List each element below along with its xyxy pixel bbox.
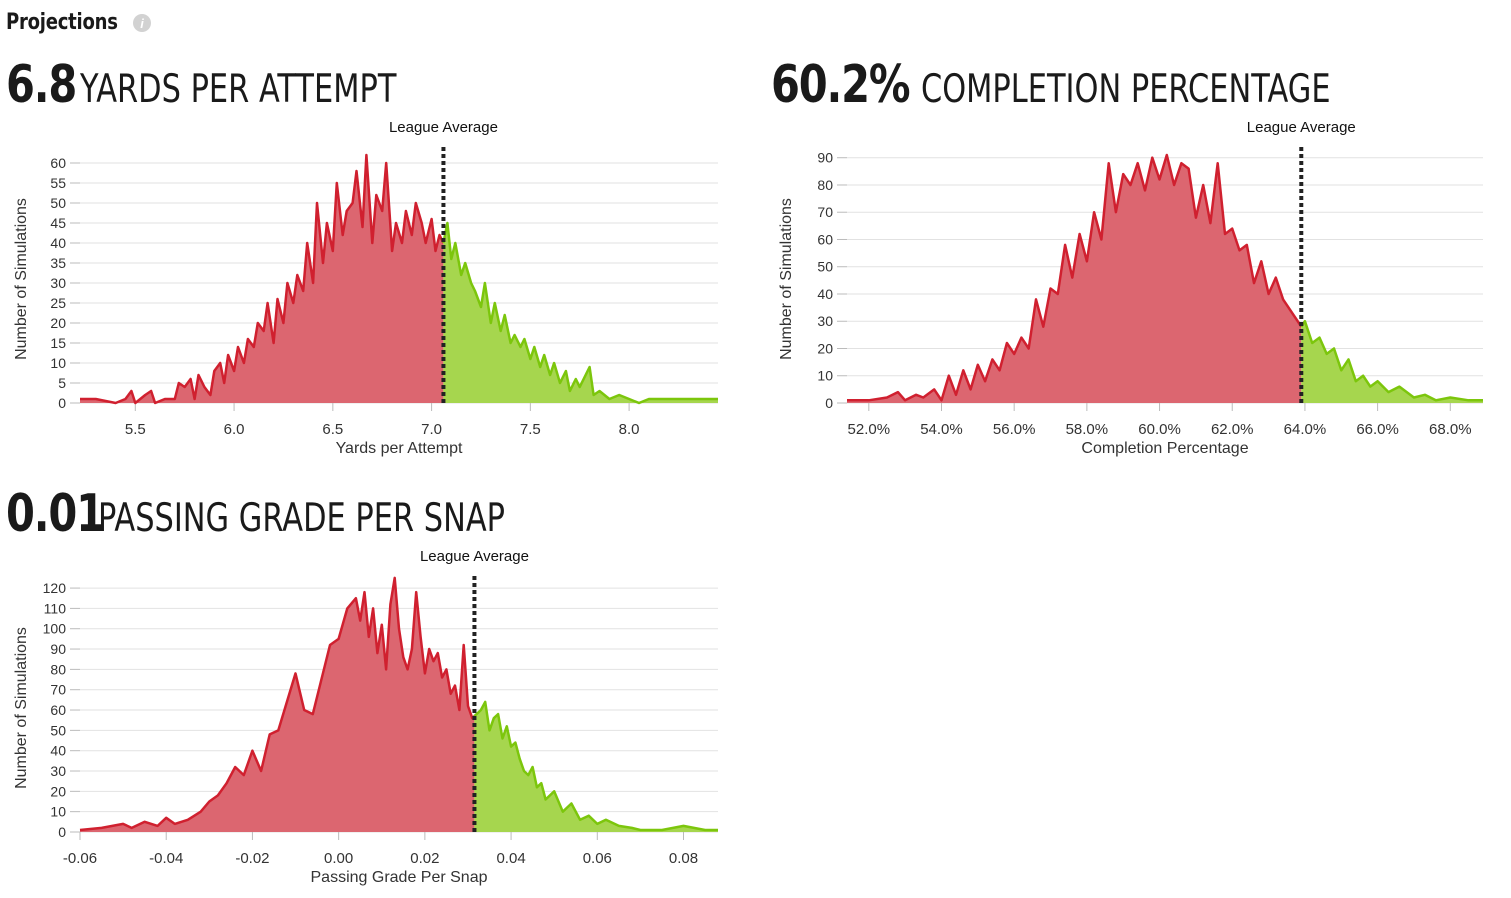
completion-percentage-chart: 0 10 20 30 40 50 60 70 80 90 52.0% 54.0% 56.0% 58.0% 6… [778,119,1483,457]
above-average-area [443,223,718,403]
y-tick-label: 45 [50,215,66,231]
league-average-label: League Average [1247,119,1356,136]
x-tick-label: 52.0% [848,421,891,438]
y-tick-label: 100 [43,621,67,637]
x-tick-label: 58.0% [1066,421,1109,438]
passing-grade-chart: 0 10 20 30 40 50 60 70 80 90 100 110 120 -0.06 -0.04 -0… [13,548,718,886]
y-tick-label: 110 [44,600,67,616]
league-average-label: League Average [420,548,529,565]
x-tick-label: -0.02 [235,850,269,867]
yards-per-attempt-panel: 6.8 YARDS PER ATTEMPT 0 5 10 15 20 25 30 35 40 45… [0,55,740,465]
x-tick-label: 0.00 [324,850,353,867]
section-title: Projections [6,10,118,35]
x-tick-label: 5.5 [125,421,146,438]
y-tick-label: 10 [817,368,833,384]
y-tick-label: 60 [817,231,833,247]
y-tick-label: 40 [50,743,66,759]
x-tick-label: 62.0% [1211,421,1254,438]
x-axis-title: Passing Grade Per Snap [311,869,488,886]
x-tick-label: 7.5 [520,421,541,438]
yards-per-attempt-chart: 0 5 10 15 20 25 30 35 40 45 50 55 60 5.5 6.0 6.5 7.0 7.5 8… [13,119,718,457]
passing-grade-panel: 0.01 PASSING GRADE PER SNAP 0 10 20 30 40 50 6… [0,484,740,894]
below-average-line [79,576,476,832]
x-tick-label: 66.0% [1356,421,1399,438]
y-tick-label: 55 [50,175,66,191]
y-tick-label: 0 [58,824,66,840]
projection-value: 60.2% [771,55,911,115]
y-tick-label: 70 [50,682,66,698]
x-tick-label: -0.04 [149,850,183,867]
x-tick-label: 0.06 [583,850,612,867]
projections-header: Projections i [6,10,152,35]
y-tick-label: 35 [50,255,66,271]
x-tick-label: 6.5 [322,421,343,438]
y-tick-label: 60 [50,155,66,171]
completion-percentage-panel: 60.2% COMPLETION PERCENTAGE 0 10 20 30 40 50 6… [765,55,1505,465]
below-average-area [80,155,444,403]
y-tick-label: 5 [58,375,66,391]
x-tick-label: 0.08 [669,850,698,867]
y-tick-label: 0 [58,395,66,411]
x-tick-label: 6.0 [224,421,245,438]
y-tick-label: 90 [50,641,66,657]
y-tick-label: 20 [817,340,833,356]
above-average-area [474,701,718,832]
panel-header: 6.8 YARDS PER ATTEMPT [6,55,486,115]
above-average-line [1300,319,1483,402]
x-axis-title: Yards per Attempt [336,440,463,457]
svg-text:i: i [140,16,144,31]
x-tick-label: 0.04 [496,850,525,867]
x-tick-label: 7.0 [421,421,442,438]
panel-header: 0.01 PASSING GRADE PER SNAP [6,484,620,544]
x-tick-label: 0.02 [410,850,439,867]
y-tick-label: 30 [817,313,833,329]
y-axis-title: Number of Simulations [13,627,30,789]
y-tick-label: 10 [50,804,66,820]
x-tick-label: 64.0% [1284,421,1327,438]
x-tick-label: -0.06 [63,850,97,867]
y-tick-label: 0 [825,395,833,411]
y-tick-label: 20 [50,315,66,331]
y-tick-label: 80 [50,661,66,677]
y-tick-label: 20 [50,783,66,799]
y-tick-label: 25 [50,295,66,311]
x-axis-title: Completion Percentage [1081,440,1248,457]
panel-header: 60.2% COMPLETION PERCENTAGE [771,55,1446,115]
below-average-line [847,153,1303,402]
below-average-line [80,153,445,405]
y-tick-label: 90 [817,150,833,166]
y-tick-label: 70 [817,204,833,220]
info-icon[interactable]: i [132,13,152,33]
y-tick-label: 40 [50,235,66,251]
above-average-line [473,700,718,832]
y-tick-label: 80 [817,177,833,193]
x-tick-label: 8.0 [619,421,640,438]
y-tick-label: 120 [43,580,67,596]
below-average-area [847,155,1302,403]
metric-label: COMPLETION PERCENTAGE [921,67,1331,112]
y-tick-label: 50 [50,195,66,211]
y-tick-label: 50 [50,722,66,738]
y-tick-label: 50 [817,259,833,275]
metric-label: YARDS PER ATTEMPT [80,67,397,112]
x-tick-label: 56.0% [993,421,1036,438]
league-average-label: League Average [389,119,498,136]
y-tick-label: 60 [50,702,66,718]
above-average-line [442,221,718,405]
y-tick-label: 40 [817,286,833,302]
metric-label: PASSING GRADE PER SNAP [98,496,505,541]
x-tick-label: 54.0% [920,421,963,438]
above-average-area [1301,321,1483,403]
x-tick-label: 68.0% [1429,421,1472,438]
y-tick-label: 10 [50,355,66,371]
y-axis-title: Number of Simulations [778,198,795,360]
y-tick-label: 15 [50,335,66,351]
y-axis-title: Number of Simulations [13,198,30,360]
y-tick-label: 30 [50,275,66,291]
x-tick-label: 60.0% [1138,421,1181,438]
y-tick-label: 30 [50,763,66,779]
